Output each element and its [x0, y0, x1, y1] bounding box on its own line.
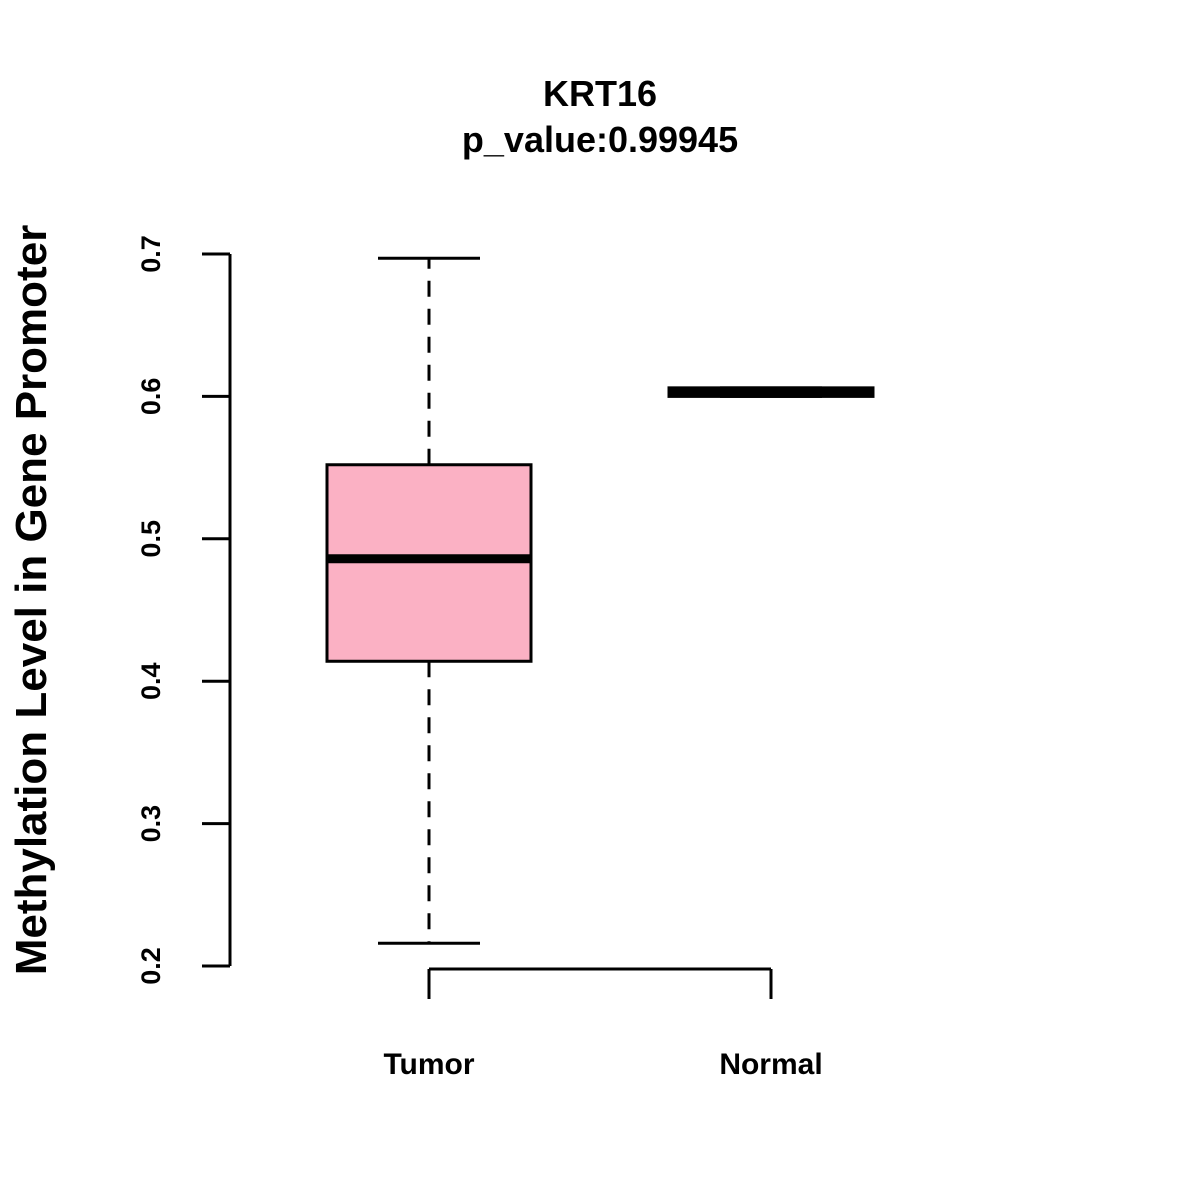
x-tick-label: Normal	[719, 1048, 822, 1081]
chart-title: KRT16	[543, 73, 657, 114]
y-axis-label: Methylation Level in Gene Promoter	[7, 225, 56, 976]
y-tick-label: 0.5	[136, 520, 166, 558]
y-tick-label: 0.3	[136, 805, 166, 843]
x-tick-label: Tumor	[383, 1048, 474, 1081]
y-tick-label: 0.7	[136, 235, 166, 273]
plot-marks: 0.2 0.3 0.4 0.5 0.6 0.7 Tumor Normal	[136, 235, 875, 1081]
y-tick-label: 0.6	[136, 378, 166, 416]
y-tick-label: 0.4	[136, 662, 166, 700]
chart-subtitle: p_value:0.99945	[462, 119, 738, 160]
y-tick-label: 0.2	[136, 947, 166, 985]
